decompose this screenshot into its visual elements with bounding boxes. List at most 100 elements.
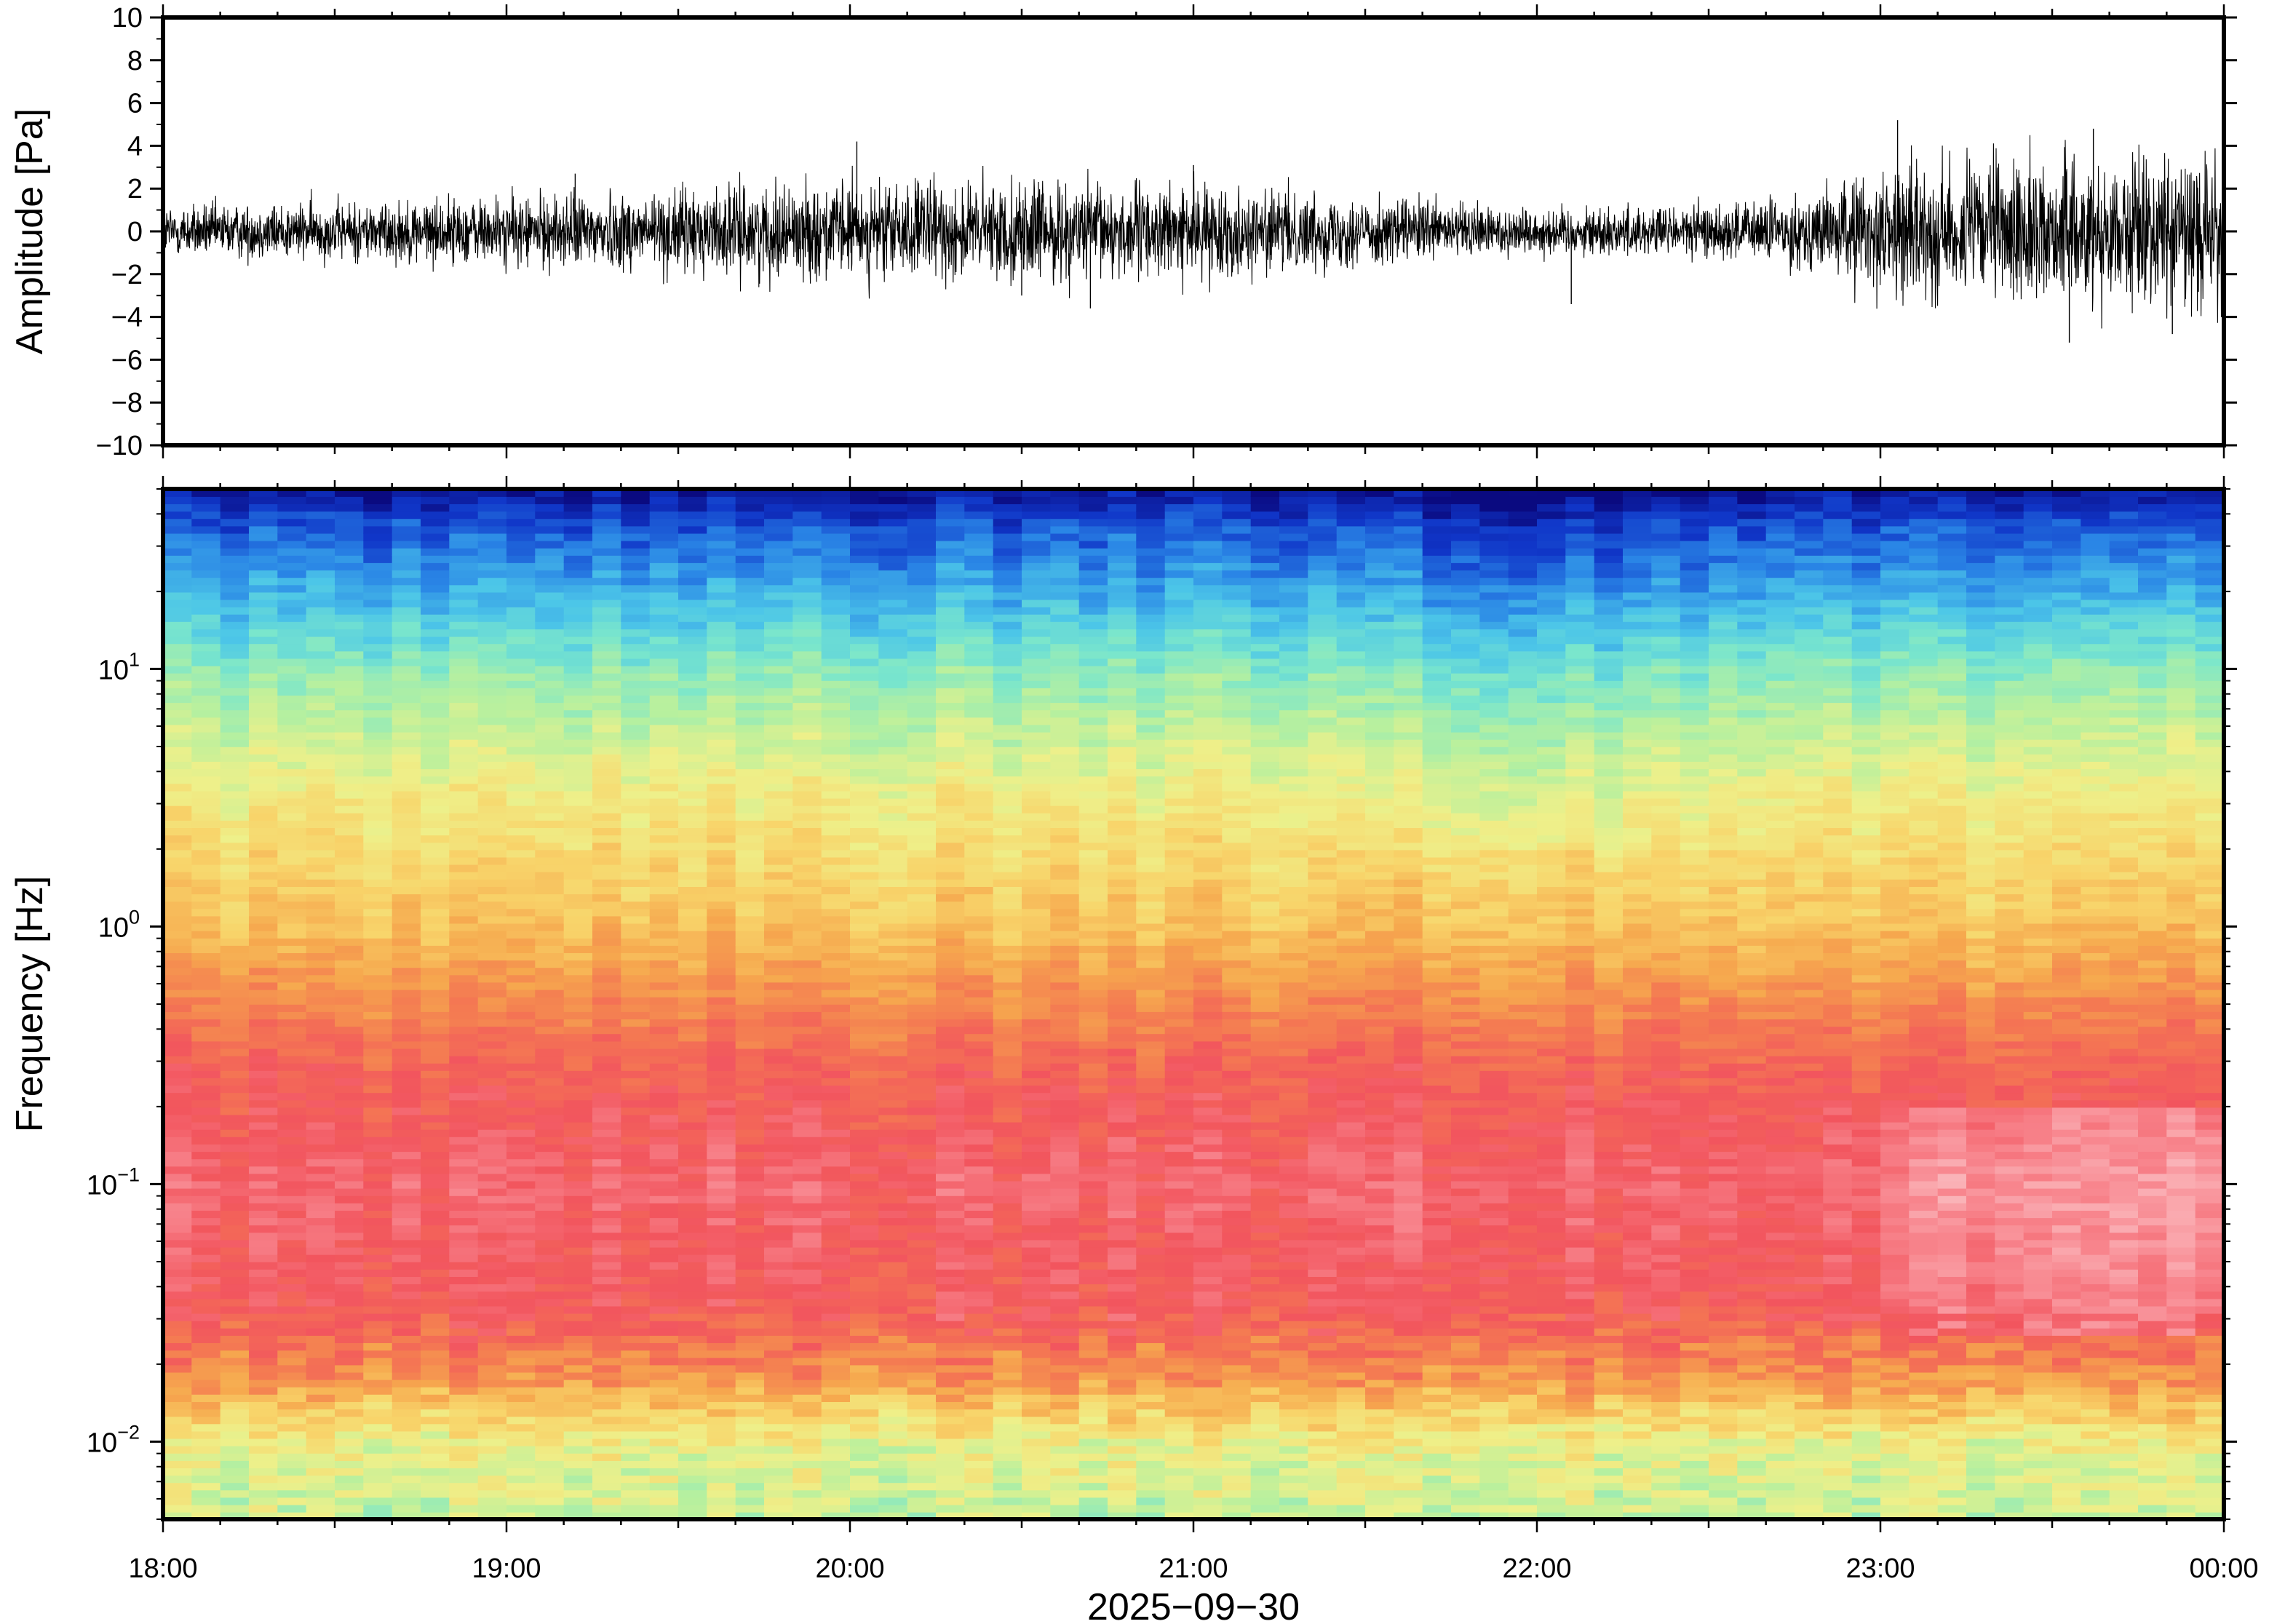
spectrogram-cell [1108, 1166, 1137, 1174]
spectrogram-cell [735, 1313, 765, 1321]
spectrogram-cell [220, 724, 250, 733]
spectrogram-cell [792, 1372, 822, 1380]
spectrogram-cell [1078, 1026, 1108, 1035]
spectrogram-cell [649, 989, 679, 998]
spectrogram-cell [191, 688, 221, 696]
spectrogram-cell [392, 709, 421, 718]
spectrogram-cell [220, 989, 250, 998]
spectrogram-cell [649, 1210, 679, 1219]
spectrogram-cell [1108, 1040, 1137, 1049]
spectrogram-cell [392, 886, 421, 895]
spectrogram-cell [421, 1078, 450, 1086]
spectrogram-cell [421, 1232, 450, 1241]
spectrogram-cell [191, 1445, 221, 1454]
spectrogram-cell [1050, 842, 1080, 851]
spectrogram-cell [506, 1320, 536, 1329]
spectrogram-cell [1108, 871, 1137, 880]
spectrogram-cell [277, 1085, 307, 1094]
spectrogram-cell [220, 1423, 250, 1432]
spectrogram-cell [220, 650, 250, 659]
spectrogram-cell [477, 1246, 507, 1255]
spectrogram-cell [936, 592, 966, 600]
spectrogram-cell [1136, 1386, 1166, 1395]
spectrogram-cell [277, 1298, 307, 1307]
spectrogram-cell [191, 577, 221, 586]
spectrogram-cell [163, 1166, 193, 1174]
spectrogram-cell [191, 1283, 221, 1292]
spectrogram-cell [220, 1225, 250, 1233]
spectrogram-cell [649, 1511, 679, 1519]
spectrogram-cell [936, 555, 966, 563]
spectrogram-cell [1050, 1497, 1080, 1505]
spectrogram-cell [649, 1313, 679, 1321]
spectrogram-cell [392, 555, 421, 563]
spectrogram-cell [477, 1085, 507, 1094]
spectrogram-cell [249, 518, 279, 527]
spectrogram-cell [649, 1475, 679, 1484]
spectrogram-cell [191, 731, 221, 740]
spectrogram-cell [392, 680, 421, 688]
spectrogram-cell [563, 555, 593, 563]
spectrogram-cell [220, 1121, 250, 1130]
spectrogram-cell [249, 856, 279, 865]
spectrogram-cell [449, 1137, 479, 1145]
spectrogram-cell [421, 1357, 450, 1366]
spectrogram-cell [249, 1423, 279, 1432]
spectrogram-cell [936, 842, 966, 851]
spectrogram-cell [649, 606, 679, 615]
spectrogram-cell [735, 1430, 765, 1439]
spectrogram-cell [1078, 672, 1108, 681]
spectrogram-cell [477, 1475, 507, 1484]
spectrogram-cell [821, 805, 851, 813]
spectrogram-cell [477, 945, 507, 953]
spectrogram-cell [335, 1430, 365, 1439]
spectrogram-cell [449, 496, 479, 504]
spectrogram-cell [421, 1291, 450, 1299]
spectrogram-cell [449, 1085, 479, 1094]
spectrogram-cell [792, 1262, 822, 1270]
spectrogram-cell [592, 1203, 622, 1211]
spectrogram-cell [306, 1232, 335, 1241]
spectrogram-cell [1108, 960, 1137, 968]
spectrogram-cell [993, 1394, 1022, 1402]
spectrogram-cell [764, 1416, 794, 1425]
spectrogram-cell [907, 1401, 937, 1410]
spectrogram-cell [907, 724, 937, 733]
spectrogram-cell [306, 1357, 335, 1366]
spectrogram-cell [363, 938, 393, 946]
spectrogram-cell [191, 1416, 221, 1425]
spectrogram-cell [1136, 1019, 1166, 1027]
spectrogram-cell [878, 1225, 908, 1233]
spectrogram-cell [936, 915, 966, 924]
spectrogram-cell [249, 805, 279, 813]
spectrogram-cell [764, 1401, 794, 1410]
spectrogram-cell [1050, 672, 1080, 681]
spectrogram-cell [821, 1453, 851, 1461]
spectrogram-cell [506, 643, 536, 652]
spectrogram-cell [878, 1409, 908, 1417]
spectrogram-cell [1136, 1416, 1166, 1425]
spectrogram-cell [735, 1453, 765, 1461]
spectrogram-cell [506, 820, 536, 828]
spectrogram-cell [1136, 1195, 1166, 1203]
spectrogram-cell [249, 731, 279, 740]
spectrogram-cell [421, 1305, 450, 1314]
spectrogram-cell [477, 547, 507, 556]
spectrogram-cell [306, 1291, 335, 1299]
spectrogram-cell [936, 1033, 966, 1042]
spectrogram-cell [277, 1262, 307, 1270]
spectrogram-cell [335, 761, 365, 770]
spectrogram-cell [764, 776, 794, 784]
spectrogram-cell [506, 533, 536, 541]
spectrogram-cell [449, 908, 479, 917]
spectrogram-cell [306, 1239, 335, 1248]
spectrogram-cell [563, 1246, 593, 1255]
spectrogram-cell [1108, 518, 1137, 527]
spectrogram-cell [477, 1305, 507, 1314]
spectrogram-cell [535, 1078, 565, 1086]
spectrogram-cell [421, 820, 450, 828]
spectrogram-cell [678, 1040, 708, 1049]
spectrogram-cell [477, 525, 507, 534]
spectrogram-cell [277, 761, 307, 770]
spectrogram-cell [535, 856, 565, 865]
